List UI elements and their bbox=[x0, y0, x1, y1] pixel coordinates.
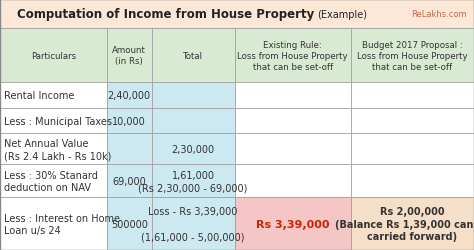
FancyBboxPatch shape bbox=[351, 29, 474, 83]
Text: Budget 2017 Proposal :
Loss from House Property
that can be set-off: Budget 2017 Proposal : Loss from House P… bbox=[357, 40, 468, 72]
Text: Rental Income: Rental Income bbox=[4, 91, 74, 101]
FancyBboxPatch shape bbox=[152, 29, 235, 83]
FancyBboxPatch shape bbox=[107, 29, 152, 83]
FancyBboxPatch shape bbox=[0, 164, 107, 198]
Text: ReLakhs.com: ReLakhs.com bbox=[411, 10, 467, 19]
FancyBboxPatch shape bbox=[235, 134, 351, 164]
Text: 69,000: 69,000 bbox=[112, 176, 146, 186]
FancyBboxPatch shape bbox=[152, 164, 235, 198]
Text: (Example): (Example) bbox=[318, 10, 367, 20]
FancyBboxPatch shape bbox=[235, 198, 351, 250]
FancyBboxPatch shape bbox=[107, 108, 152, 134]
FancyBboxPatch shape bbox=[0, 198, 107, 250]
Text: Rs 2,00,000
(Balance Rs 1,39,000 can be
carried forward): Rs 2,00,000 (Balance Rs 1,39,000 can be … bbox=[335, 206, 474, 241]
Text: Loss - Rs 3,39,000

(1,61,000 - 5,00,000): Loss - Rs 3,39,000 (1,61,000 - 5,00,000) bbox=[141, 206, 245, 241]
FancyBboxPatch shape bbox=[107, 198, 152, 250]
Text: Net Annual Value
(Rs 2.4 Lakh - Rs 10k): Net Annual Value (Rs 2.4 Lakh - Rs 10k) bbox=[4, 138, 111, 160]
FancyBboxPatch shape bbox=[235, 108, 351, 134]
FancyBboxPatch shape bbox=[0, 134, 107, 164]
FancyBboxPatch shape bbox=[351, 134, 474, 164]
Text: Less : Municipal Taxes: Less : Municipal Taxes bbox=[4, 116, 112, 126]
FancyBboxPatch shape bbox=[0, 83, 107, 108]
FancyBboxPatch shape bbox=[152, 83, 235, 108]
FancyBboxPatch shape bbox=[0, 0, 474, 29]
Text: Computation of Income from House Property: Computation of Income from House Propert… bbox=[17, 8, 315, 21]
Text: Less : Interest on Home
Loan u/s 24: Less : Interest on Home Loan u/s 24 bbox=[4, 213, 120, 235]
FancyBboxPatch shape bbox=[351, 83, 474, 108]
Text: Total: Total bbox=[183, 52, 203, 60]
Text: Existing Rule:
Loss from House Property
that can be set-off: Existing Rule: Loss from House Property … bbox=[237, 40, 348, 72]
FancyBboxPatch shape bbox=[351, 108, 474, 134]
Text: Particulars: Particulars bbox=[31, 52, 76, 60]
FancyBboxPatch shape bbox=[152, 198, 235, 250]
FancyBboxPatch shape bbox=[0, 29, 107, 83]
FancyBboxPatch shape bbox=[0, 108, 107, 134]
Text: 2,40,000: 2,40,000 bbox=[108, 91, 151, 101]
FancyBboxPatch shape bbox=[235, 83, 351, 108]
Text: 10,000: 10,000 bbox=[112, 116, 146, 126]
FancyBboxPatch shape bbox=[107, 83, 152, 108]
FancyBboxPatch shape bbox=[152, 134, 235, 164]
FancyBboxPatch shape bbox=[351, 164, 474, 198]
Text: 500000: 500000 bbox=[111, 219, 147, 229]
FancyBboxPatch shape bbox=[235, 164, 351, 198]
FancyBboxPatch shape bbox=[107, 134, 152, 164]
FancyBboxPatch shape bbox=[351, 198, 474, 250]
FancyBboxPatch shape bbox=[152, 108, 235, 134]
Text: Less : 30% Stanard
deduction on NAV: Less : 30% Stanard deduction on NAV bbox=[4, 170, 98, 192]
Text: Rs 3,39,000: Rs 3,39,000 bbox=[256, 219, 329, 229]
Text: Amount
(in Rs): Amount (in Rs) bbox=[112, 46, 146, 66]
Text: 2,30,000: 2,30,000 bbox=[172, 144, 215, 154]
FancyBboxPatch shape bbox=[107, 164, 152, 198]
Text: 1,61,000
(Rs 2,30,000 - 69,000): 1,61,000 (Rs 2,30,000 - 69,000) bbox=[138, 170, 248, 192]
FancyBboxPatch shape bbox=[235, 29, 351, 83]
